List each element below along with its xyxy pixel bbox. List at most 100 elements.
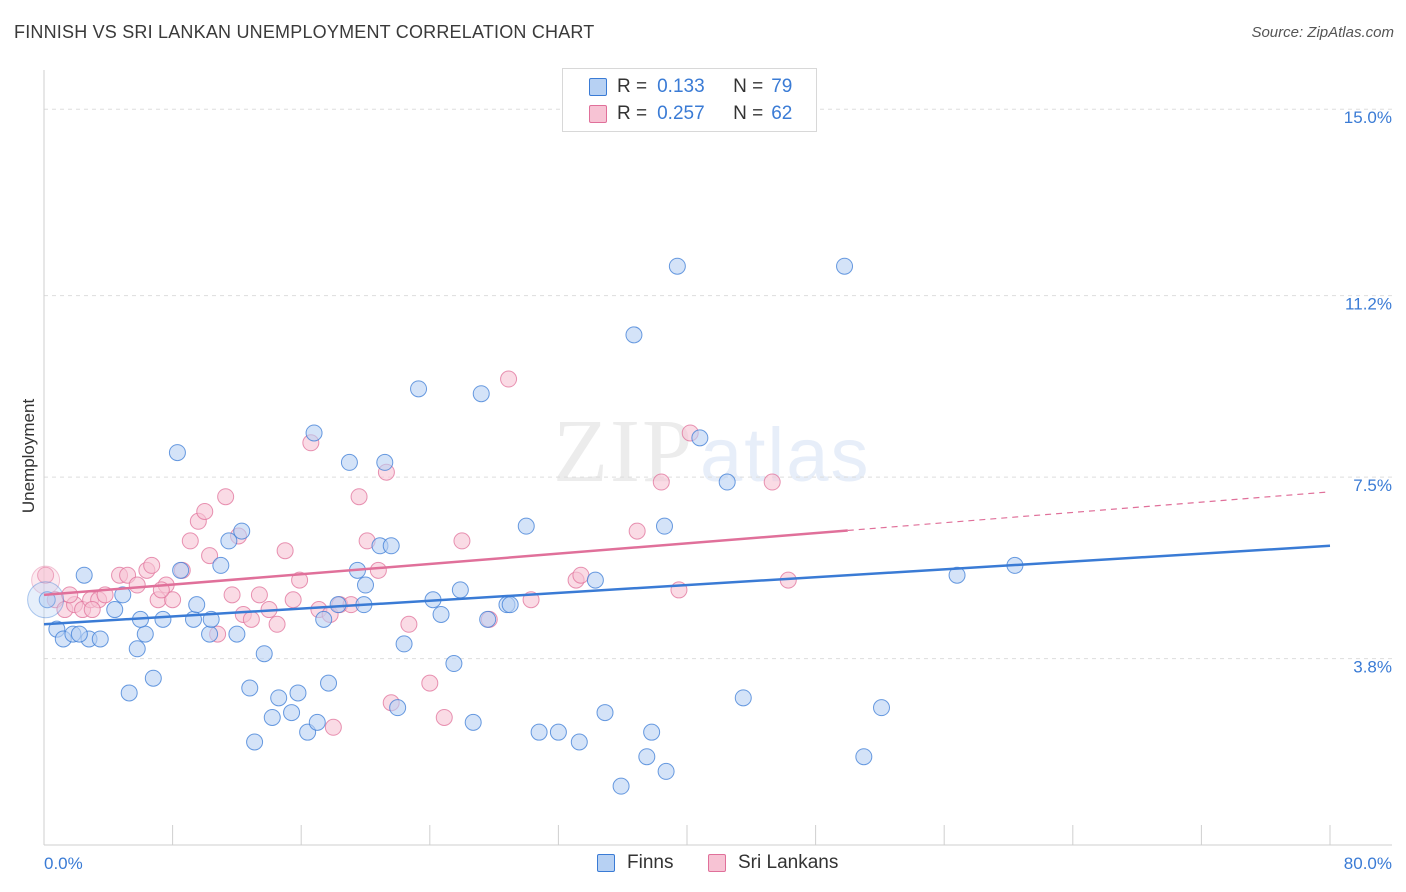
x-ticks — [43, 825, 1331, 845]
sri-swatch — [589, 105, 607, 123]
finns-point — [340, 453, 358, 471]
legend-n-value: 79 — [771, 76, 793, 97]
finns-point — [315, 610, 333, 628]
finns-point — [357, 576, 374, 594]
finns-point — [38, 591, 56, 609]
grid-lines — [44, 108, 1392, 660]
finns-point — [233, 522, 251, 540]
legend-r-label: R = — [617, 76, 648, 97]
sri-lankans-point — [201, 547, 219, 565]
sri-lankans-point — [652, 473, 670, 491]
finns-point — [128, 640, 146, 658]
finns-point — [120, 684, 138, 702]
sri-lankans-point — [572, 566, 590, 584]
sri-lankans-point — [763, 473, 781, 491]
finns-point — [263, 708, 281, 726]
sri-lankans-point — [164, 591, 182, 609]
y-tick-label: 11.2% — [1345, 295, 1392, 314]
sri-lankans-point — [453, 532, 471, 550]
source-label: Source: ZipAtlas.com — [1251, 24, 1394, 41]
finns-point — [395, 635, 413, 653]
finns-point — [154, 610, 172, 628]
finns-points — [27, 257, 1024, 795]
sri-lankans-point — [421, 674, 439, 692]
finns-point — [289, 684, 307, 702]
sri-lankans-point — [83, 601, 101, 619]
sri-lankans-trend-extension — [847, 491, 1331, 532]
finns-point — [241, 679, 259, 697]
finns-point — [451, 581, 469, 599]
finns-point — [873, 699, 891, 717]
finns-point — [432, 605, 450, 623]
sri-lankans-point — [435, 708, 453, 726]
legend-n-label: N = — [733, 76, 764, 97]
finns-cluster-point — [27, 581, 65, 619]
finns-point — [948, 566, 966, 584]
sri-lankans-point — [143, 556, 161, 574]
sri-lankans-point — [181, 532, 199, 550]
finns-trend-line — [43, 544, 1331, 626]
sri-lankans-point — [324, 718, 342, 736]
y-tick-labels: 3.8% 7.5% 11.2% 15.0% — [1344, 108, 1392, 676]
finns-point — [188, 596, 206, 614]
legend-n-value: 62 — [771, 103, 793, 124]
legend-item-sri-lankans[interactable]: Sri Lankans — [708, 852, 838, 874]
sri-lankans-point — [268, 615, 286, 633]
sri-lankans-point — [61, 586, 79, 604]
sri-lankans-point — [276, 542, 294, 560]
finns-swatch — [589, 78, 607, 96]
finns-point — [655, 517, 673, 535]
finns-point — [144, 669, 162, 687]
axes — [43, 70, 1392, 846]
finns-point — [70, 625, 88, 643]
finns-point — [549, 723, 567, 741]
finns-point — [410, 380, 428, 398]
y-axis-title: Unemployment — [19, 399, 38, 514]
sri-lankans-point — [628, 522, 646, 540]
finns-point — [718, 473, 736, 491]
finns-point — [201, 625, 219, 643]
finns-point — [172, 561, 190, 579]
finns-point — [308, 713, 326, 731]
sri-lankans-point — [284, 591, 302, 609]
finns-point — [517, 517, 535, 535]
legend-r-label: R = — [617, 103, 648, 124]
finns-point — [734, 689, 752, 707]
finns-point — [220, 532, 238, 550]
sri-lankans-point — [369, 561, 387, 579]
finns-point — [114, 586, 132, 604]
legend-row-sri: R = 0.257 N = 62 — [589, 103, 792, 125]
sri-lankans-point — [37, 566, 55, 584]
finns-point — [638, 748, 656, 766]
sri-legend-label: Sri Lankans — [738, 852, 839, 873]
finns-point — [106, 601, 124, 619]
finns-point — [612, 777, 630, 795]
y-tick-label: 7.5% — [1353, 476, 1392, 495]
legend-item-finns[interactable]: Finns — [597, 852, 673, 874]
finns-point — [212, 556, 230, 574]
finns-point — [657, 762, 675, 780]
finns-point — [168, 444, 186, 462]
sri-lankans-point — [196, 502, 214, 520]
finns-point — [530, 723, 548, 741]
sri-lankans-point — [128, 576, 146, 594]
sri-lankans-point — [250, 586, 268, 604]
sri-lankans-trend-line — [43, 529, 848, 597]
finns-point — [382, 537, 400, 555]
finns-point — [643, 723, 661, 741]
finns-point — [75, 566, 93, 584]
trend-lines — [43, 491, 1331, 626]
finns-point — [472, 385, 490, 403]
finns-legend-label: Finns — [627, 852, 674, 873]
finns-point — [320, 674, 338, 692]
finns-point — [246, 733, 264, 751]
sri-lankans-point — [291, 571, 309, 589]
sri-lankans-point — [500, 370, 518, 388]
finns-point — [625, 326, 643, 344]
finns-point — [479, 610, 497, 628]
sri-lankans-point — [217, 488, 235, 506]
legend-n-label: N = — [733, 103, 764, 124]
finns-point — [586, 571, 604, 589]
finns-point — [136, 625, 154, 643]
